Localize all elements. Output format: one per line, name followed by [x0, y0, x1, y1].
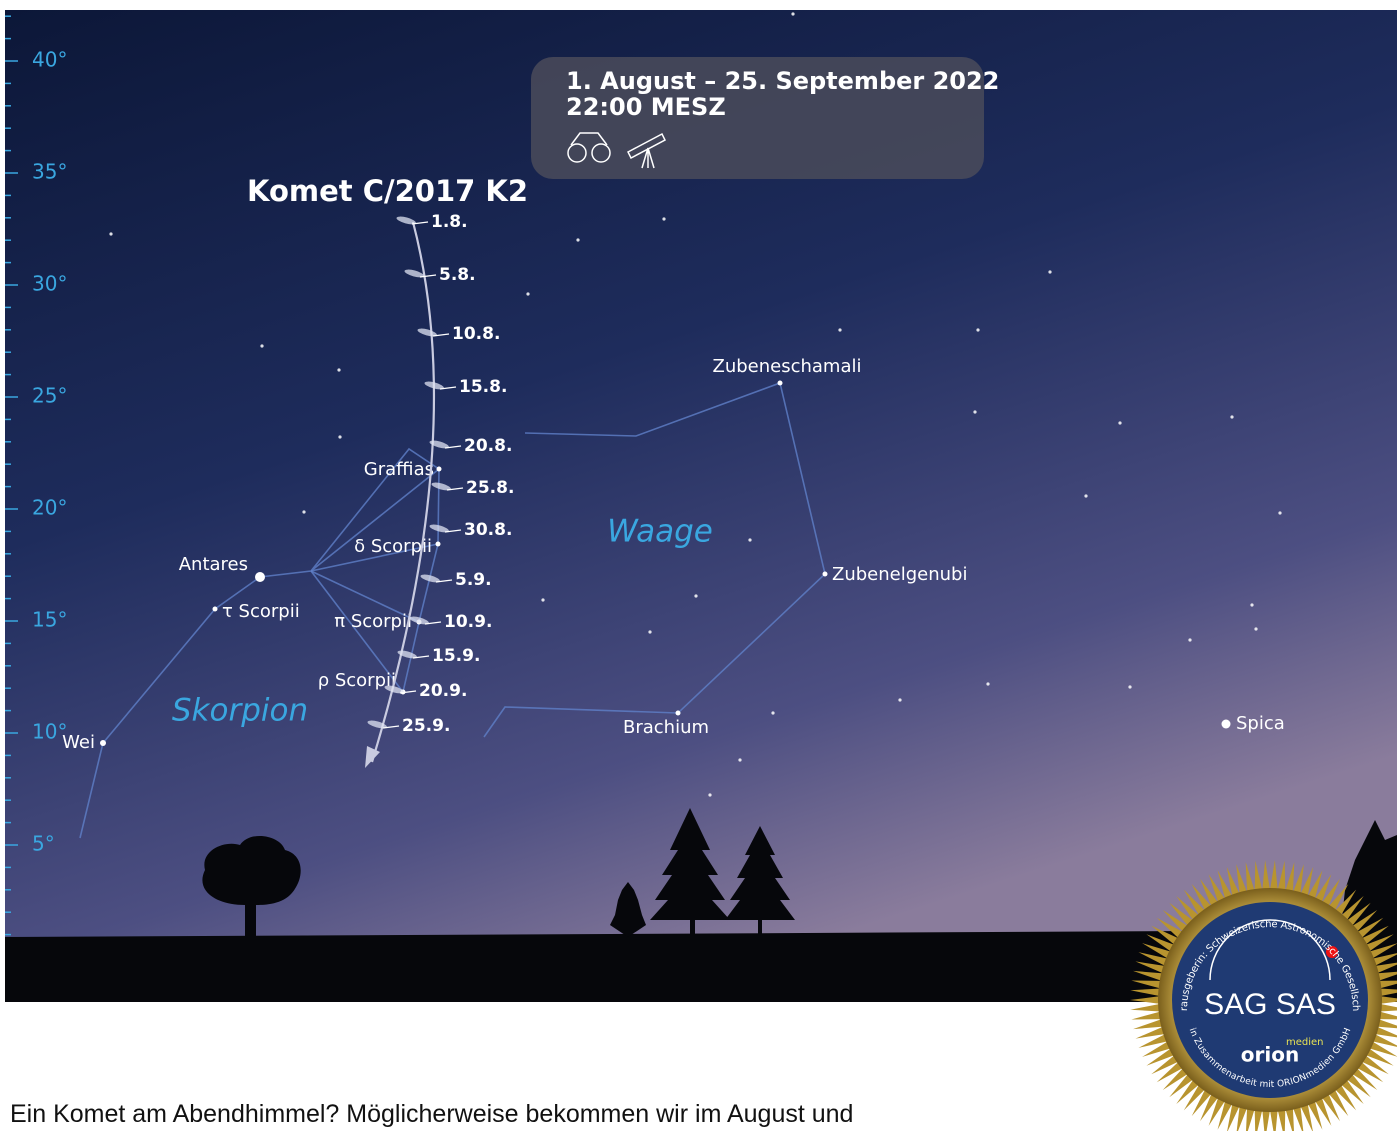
background-star [1128, 685, 1131, 688]
star-label: Spica [1236, 713, 1285, 734]
background-star [738, 758, 741, 761]
star [676, 711, 681, 716]
star [1222, 720, 1231, 729]
comet-date: 5.9. [455, 570, 492, 590]
badge-ray [1379, 1004, 1397, 1012]
altitude-label: 25° [32, 384, 67, 408]
background-star [1230, 415, 1233, 418]
altitude-label: 5° [32, 832, 55, 856]
background-star [1188, 638, 1191, 641]
background-star [1254, 627, 1257, 630]
star [778, 381, 783, 386]
badge-ray [1262, 1110, 1270, 1131]
badge-logo: SAG SAS [1204, 988, 1336, 1021]
page: 0°5°10°15°20°25°30°35°40°190°200°210°220… [0, 0, 1397, 1131]
star-label: Zubeneschamali [712, 356, 861, 377]
comet-date: 25.9. [402, 716, 450, 736]
background-star [662, 217, 665, 220]
star [255, 572, 265, 582]
altitude-label: 40° [32, 48, 67, 72]
badge-brand: orion [1241, 1043, 1299, 1067]
constellation-label: Waage [607, 514, 713, 550]
constellation-label: Skorpion [172, 693, 308, 729]
comet-date: 15.9. [432, 646, 480, 666]
altitude-label: 15° [32, 608, 67, 632]
caption: Ein Komet am Abendhimmel? Möglicherweise… [10, 1100, 853, 1129]
background-star [526, 292, 529, 295]
comet-title: Komet C/2017 K2 [247, 174, 528, 208]
star [437, 467, 442, 472]
altitude-label: 20° [32, 496, 67, 520]
background-star [973, 410, 976, 413]
badge-ray [1130, 1004, 1160, 1012]
background-star [648, 630, 651, 633]
sky-chart: 0°5°10°15°20°25°30°35°40°190°200°210°220… [0, 0, 1397, 1131]
background-star [302, 510, 305, 513]
altitude-label: 35° [32, 160, 67, 184]
info-time: 22:00 MESZ [566, 93, 726, 121]
star-label: Antares [179, 554, 248, 575]
badge-ray [1270, 1110, 1278, 1131]
star-label: Brachium [623, 717, 709, 738]
background-star [1278, 511, 1281, 514]
comet-date: 25.8. [466, 478, 514, 498]
background-star [791, 12, 794, 15]
background-star [1118, 421, 1121, 424]
star [823, 572, 828, 577]
background-star [576, 238, 579, 241]
info-dates: 1. August – 25. September 2022 [566, 67, 999, 95]
background-star [337, 368, 340, 371]
badge-ray [1278, 1109, 1286, 1131]
badge-ray [1131, 1011, 1161, 1019]
star-label: τ Scorpii [222, 601, 300, 622]
background-star [771, 711, 774, 714]
star-label: Graffias [364, 459, 434, 480]
background-star [986, 682, 989, 685]
badge-ray [1133, 1019, 1163, 1029]
comet-date: 20.9. [419, 681, 467, 701]
star-label: π Scorpii [334, 611, 412, 632]
comet-date: 1.8. [431, 212, 468, 232]
comet-date: 30.8. [464, 520, 512, 540]
background-star [1250, 603, 1253, 606]
background-star [694, 594, 697, 597]
background-star [1048, 270, 1051, 273]
altitude-label: 30° [32, 272, 67, 296]
background-star [260, 344, 263, 347]
comet-date: 10.9. [444, 612, 492, 632]
comet-date: 20.8. [464, 436, 512, 456]
background-star [838, 328, 841, 331]
background-star [898, 698, 901, 701]
background-star [109, 232, 112, 235]
star-label: Wei [62, 732, 95, 753]
star-label: Zubenelgenubi [832, 564, 967, 585]
badge-ray [1285, 1108, 1294, 1131]
star [213, 607, 218, 612]
background-star [748, 538, 751, 541]
background-star [976, 328, 979, 331]
comet-date: 15.8. [459, 377, 507, 397]
background-star [1084, 494, 1087, 497]
background-star [541, 598, 544, 601]
badge-ray [1255, 1109, 1263, 1131]
comet-date: 10.8. [452, 324, 500, 344]
comet-date: 5.8. [439, 265, 476, 285]
background-star [338, 435, 341, 438]
star-label: ρ Scorpii [318, 670, 396, 691]
star [100, 740, 106, 746]
background-star [708, 793, 711, 796]
badge-ray [1246, 1108, 1255, 1131]
star [436, 542, 441, 547]
